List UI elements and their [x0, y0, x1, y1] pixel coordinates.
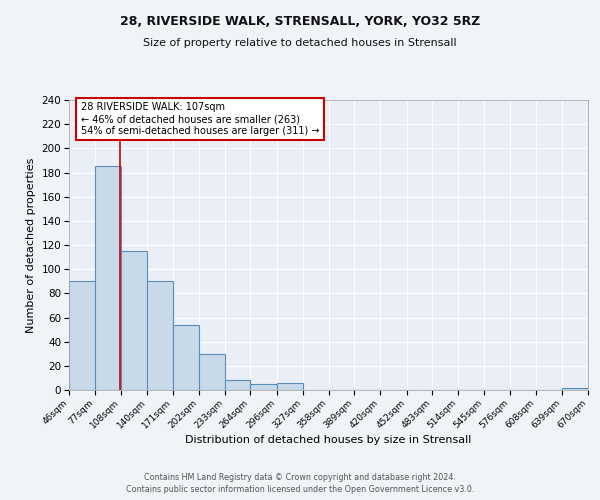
Bar [199, 354, 224, 390]
Bar [173, 325, 199, 390]
Bar [277, 383, 303, 390]
Bar [147, 281, 173, 390]
Bar [69, 281, 95, 390]
Text: Size of property relative to detached houses in Strensall: Size of property relative to detached ho… [143, 38, 457, 48]
X-axis label: Distribution of detached houses by size in Strensall: Distribution of detached houses by size … [185, 436, 472, 446]
Text: Contains HM Land Registry data © Crown copyright and database right 2024.: Contains HM Land Registry data © Crown c… [144, 472, 456, 482]
Bar [121, 251, 147, 390]
Bar [95, 166, 121, 390]
Text: Contains public sector information licensed under the Open Government Licence v3: Contains public sector information licen… [126, 485, 474, 494]
Bar [250, 384, 277, 390]
Text: 28, RIVERSIDE WALK, STRENSALL, YORK, YO32 5RZ: 28, RIVERSIDE WALK, STRENSALL, YORK, YO3… [120, 15, 480, 28]
Y-axis label: Number of detached properties: Number of detached properties [26, 158, 36, 332]
Bar [224, 380, 250, 390]
Bar [562, 388, 588, 390]
Text: 28 RIVERSIDE WALK: 107sqm
← 46% of detached houses are smaller (263)
54% of semi: 28 RIVERSIDE WALK: 107sqm ← 46% of detac… [80, 102, 319, 136]
